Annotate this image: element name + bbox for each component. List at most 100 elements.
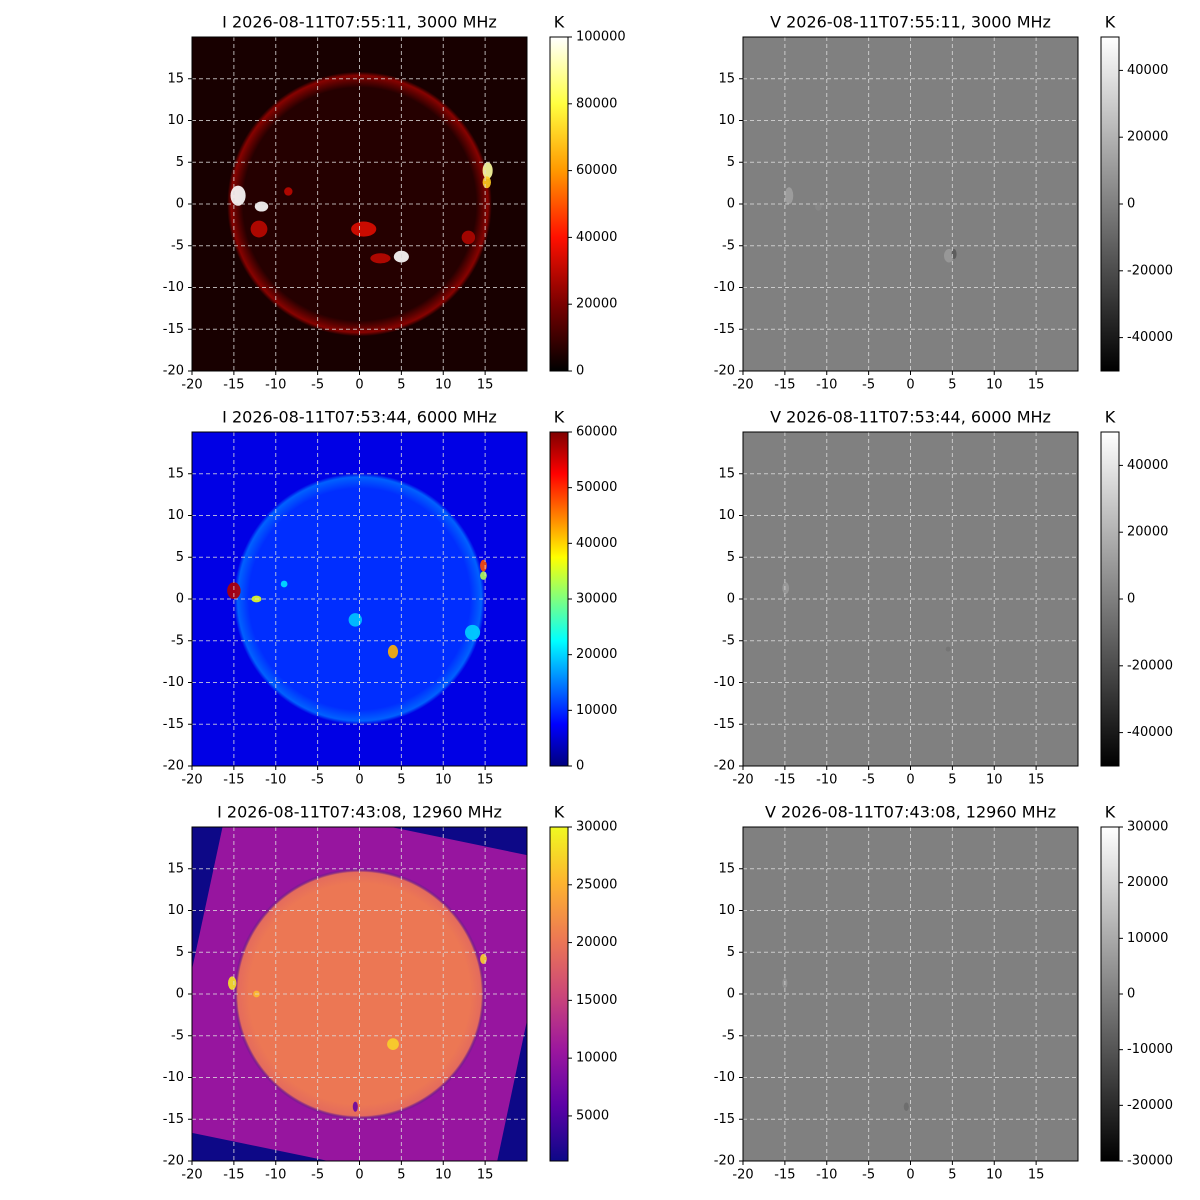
y-tick-label: -5	[722, 633, 735, 648]
x-tick-label: 15	[1028, 378, 1045, 393]
bright-source	[370, 253, 391, 264]
x-tick-label: -5	[311, 773, 324, 788]
bright-source	[348, 613, 363, 627]
x-tick-label: 0	[355, 1168, 363, 1183]
x-tick-label: 0	[906, 378, 914, 393]
bright-source	[352, 1101, 358, 1112]
x-tick-label: -5	[311, 1168, 324, 1183]
y-tick-label: 10	[718, 113, 735, 128]
y-tick-label: -20	[714, 759, 735, 774]
solar-disk	[784, 868, 1037, 1120]
bright-source	[228, 976, 237, 990]
chart-title: I 2026-08-11T07:43:08, 12960 MHz	[217, 803, 502, 822]
y-tick-label: -20	[163, 364, 184, 379]
x-tick-label: 10	[986, 1168, 1003, 1183]
y-tick-label: 5	[727, 550, 735, 565]
x-tick-label: -15	[223, 1168, 244, 1183]
x-tick-label: -10	[816, 1168, 837, 1183]
image	[192, 827, 527, 1161]
y-tick-label: -15	[163, 717, 184, 732]
bright-source	[230, 185, 246, 206]
x-tick-label: 15	[477, 773, 494, 788]
colorbar-tick-label: 25000	[576, 877, 617, 892]
x-tick-label: 5	[397, 378, 405, 393]
y-tick-label: -20	[714, 364, 735, 379]
x-tick-label: -20	[732, 378, 753, 393]
colorbar-tick-label: 30000	[576, 820, 617, 835]
x-tick-label: -5	[311, 378, 324, 393]
colorbar-tick-label: 40000	[576, 230, 617, 245]
y-tick-label: 10	[167, 113, 184, 128]
x-tick-label: -20	[181, 773, 202, 788]
x-tick-label: -20	[732, 773, 753, 788]
image	[192, 432, 527, 766]
y-tick-label: -15	[714, 322, 735, 337]
y-tick-label: -20	[163, 759, 184, 774]
y-tick-label: -15	[163, 322, 184, 337]
x-tick-label: -20	[181, 378, 202, 393]
y-tick-label: 15	[167, 71, 184, 86]
colorbar-label: K	[554, 408, 565, 427]
panel: -20 -15 -10 -5 0 5 10 15 -20 -15 -10 -5 0 5 10 15 I 2026…	[163, 13, 626, 393]
y-tick-label: 10	[718, 903, 735, 918]
colorbar-label: K	[554, 803, 565, 822]
colorbar-tick-label: 20000	[576, 935, 617, 950]
x-tick-label: -5	[862, 378, 875, 393]
x-tick-label: -15	[774, 773, 795, 788]
panel: -20 -15 -10 -5 0 5 10 15 -20 -15 -10 -5 0 5 10 15 V 2026…	[714, 408, 1173, 788]
y-tick-label: -10	[714, 675, 735, 690]
colorbar-tick-label: 10000	[1127, 931, 1168, 946]
y-tick-label: -10	[163, 675, 184, 690]
colorbar	[549, 826, 569, 1162]
bright-source	[782, 582, 790, 595]
colorbar	[549, 36, 569, 372]
chart-title: V 2026-08-11T07:43:08, 12960 MHz	[765, 803, 1056, 822]
x-tick-label: 15	[1028, 773, 1045, 788]
x-tick-label: 0	[906, 773, 914, 788]
bright-source	[254, 201, 269, 212]
colorbar-tick-label: 100000	[576, 30, 626, 45]
y-tick-label: -5	[171, 238, 184, 253]
solar-disk	[233, 868, 486, 1120]
x-tick-label: 5	[397, 773, 405, 788]
bright-source	[784, 187, 794, 205]
x-tick-label: -15	[774, 1168, 795, 1183]
y-tick-label: 0	[176, 987, 184, 1002]
y-tick-label: 0	[727, 197, 735, 212]
bright-source	[387, 1038, 399, 1050]
x-tick-label: -20	[181, 1168, 202, 1183]
y-tick-label: 0	[727, 592, 735, 607]
bright-source	[480, 559, 487, 572]
y-tick-label: 5	[727, 155, 735, 170]
solar-disk	[784, 473, 1037, 725]
axes-frame	[742, 826, 1079, 1162]
colorbar-tick-label: -30000	[1127, 1154, 1173, 1169]
colorbar	[549, 431, 569, 767]
colorbar-tick-label: 40000	[576, 536, 617, 551]
colorbar-tick-label: 20000	[1127, 525, 1168, 540]
bright-source	[482, 162, 493, 180]
colorbar-tick-label: -40000	[1127, 725, 1173, 740]
colorbar-tick-label: 15000	[576, 993, 617, 1008]
y-tick-label: -15	[163, 1112, 184, 1127]
y-tick-label: -5	[722, 1028, 735, 1043]
y-tick-label: 5	[176, 550, 184, 565]
colorbar-tick-label: 20000	[576, 297, 617, 312]
colorbar-tick-label: 0	[1127, 592, 1135, 607]
y-tick-label: 5	[176, 945, 184, 960]
colorbar-label: K	[554, 13, 565, 32]
colorbar-tick-label: 5000	[576, 1108, 609, 1123]
x-tick-label: -15	[774, 378, 795, 393]
colorbar-tick-label: 40000	[1127, 458, 1168, 473]
axes-frame	[191, 826, 528, 1162]
chart-title: V 2026-08-11T07:53:44, 6000 MHz	[770, 408, 1051, 427]
y-tick-label: 10	[167, 508, 184, 523]
x-tick-label: 0	[355, 378, 363, 393]
colorbar-tick-label: -40000	[1127, 330, 1173, 345]
colorbar-tick-label: 10000	[576, 703, 617, 718]
x-tick-label: 10	[435, 378, 452, 393]
bright-source	[227, 582, 241, 600]
image	[743, 37, 1078, 371]
bright-source	[903, 1102, 909, 1111]
